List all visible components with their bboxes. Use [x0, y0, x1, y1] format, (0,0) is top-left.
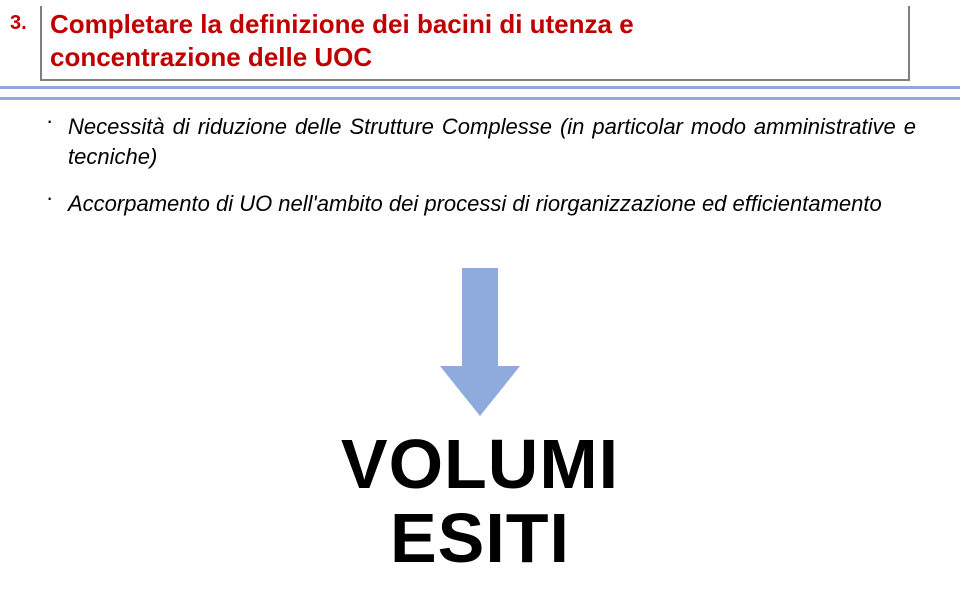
list-item: · Necessità di riduzione delle Strutture… [46, 112, 916, 171]
bullet-italic: Necessità di riduzione delle Strutture C… [68, 114, 552, 139]
decorative-line-top [0, 86, 960, 89]
big-word-1: VOLUMI [0, 428, 960, 502]
down-arrow-icon [440, 268, 520, 418]
decorative-line-bottom [0, 97, 960, 100]
arrow-container [0, 268, 960, 418]
title-line-2: concentrazione delle UOC [50, 41, 900, 74]
bullet-dot: · [46, 106, 68, 136]
bullet-text: Necessità di riduzione delle Strutture C… [68, 112, 916, 171]
bullet-list: · Necessità di riduzione delle Strutture… [46, 112, 916, 237]
bullet-italic: Accorpamento di UO nell'ambito dei proce… [68, 191, 882, 216]
list-item: · Accorpamento di UO nell'ambito dei pro… [46, 189, 916, 219]
bullet-dot: · [46, 183, 68, 213]
title-line-1: Completare la definizione dei bacini di … [50, 8, 900, 41]
bullet-text: Accorpamento di UO nell'ambito dei proce… [68, 189, 916, 219]
title-box: Completare la definizione dei bacini di … [40, 6, 910, 81]
slide-number: 3. [10, 12, 27, 35]
big-words: VOLUMI ESITI [0, 428, 960, 575]
big-word-2: ESITI [0, 502, 960, 576]
